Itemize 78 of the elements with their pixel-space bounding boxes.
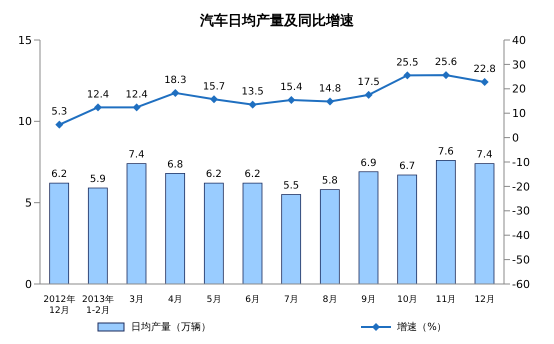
x-tick-label: 8月 [322,295,338,305]
x-tick-label: 6月 [245,295,260,305]
point [364,90,373,99]
data-label: 15.7 [202,81,226,92]
y2-tick-label: 40 [512,34,526,47]
data-label: 6.9 [360,158,376,169]
data-label: 13.5 [242,86,264,98]
point [210,95,218,104]
y-tick-label: 5 [25,196,32,210]
data-label: 17.5 [358,76,380,88]
x-tick-label: 12月 [474,295,495,305]
bar [88,188,108,284]
data-label: 14.8 [318,83,342,94]
point [132,103,141,112]
y2-tick-label: -20 [512,180,530,194]
x-tick-label: 7月 [284,295,299,305]
bar [242,182,262,284]
data-label: 7.4 [476,150,492,161]
data-label: 22.8 [474,64,496,75]
data-label: 6.8 [167,159,184,170]
bar [320,189,340,284]
data-label: 5.8 [322,176,338,187]
y2-tick-label: 20 [512,82,526,96]
data-label: 5.9 [90,174,106,186]
point [55,120,64,129]
point [442,71,450,80]
point [94,103,102,112]
data-label: 5.5 [283,180,300,192]
x-tick-label: 4月 [168,295,183,305]
x-tick-label: 11月 [436,295,456,305]
y2-tick-label: -40 [512,229,530,242]
point [248,100,257,109]
y2-tick-label: 10 [512,107,526,120]
y2-tick-label: -10 [512,156,530,169]
y2-tick-label: -30 [512,204,530,218]
y2-tick-label: 30 [512,58,526,72]
x-tick-label: 5月 [206,295,222,305]
data-label: 6.2 [51,169,68,180]
point [287,96,296,104]
bar [281,194,302,284]
data-label: 6.2 [206,169,222,180]
point [403,71,412,80]
bar [165,172,186,284]
y2-tick-label: 0 [512,132,519,145]
y2-tick-label: -50 [512,254,530,267]
x-tick-label: 2012年 12月 [43,294,76,316]
bar [49,182,70,284]
x-tick-label: 2013年 1-2月 [82,294,114,316]
bar [204,182,224,284]
data-label: 5.3 [51,106,68,118]
chart-title: 汽车日均产量及同比增速 [199,12,355,30]
data-label: 6.2 [244,169,260,180]
bar [397,174,418,284]
y-tick-label: 15 [18,34,32,47]
point [171,88,180,97]
bar [358,171,378,284]
y-tick-label: 10 [18,115,32,128]
data-label: 12.4 [86,89,110,100]
x-tick-label: 9月 [361,295,376,305]
point [326,97,334,106]
data-label: 12.4 [126,89,148,100]
x-tick-label: 3月 [129,295,144,305]
legend-label: 日均产量（万辆） [131,320,212,334]
data-label: 18.3 [164,74,186,86]
y2-tick-label: -60 [512,278,530,291]
data-label: 7.4 [128,150,144,161]
legend-label: 增速（%） [397,320,447,334]
x-tick-label: 10月 [397,295,418,305]
data-label: 25.5 [396,57,418,68]
bar [126,163,146,284]
point [480,78,489,86]
data-label: 6.7 [399,161,416,172]
y-tick-label: 0 [25,278,32,291]
data-label: 7.6 [438,146,454,158]
bar [436,160,456,284]
data-label: 25.6 [434,57,458,68]
bar [474,163,494,284]
data-label: 15.4 [280,82,302,94]
